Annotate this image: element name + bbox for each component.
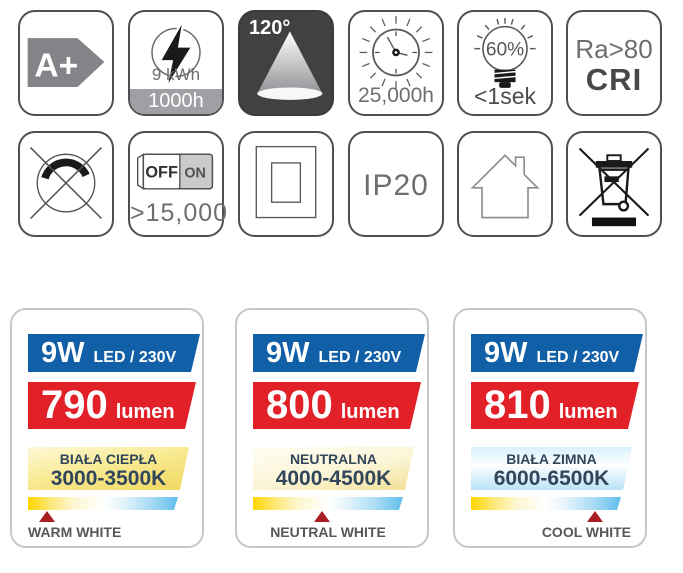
scale-label: NEUTRAL WHITE: [270, 524, 386, 540]
nested-squares-icon: [255, 145, 317, 219]
scale-label: WARM WHITE: [28, 524, 122, 540]
crossed-dimmer-icon: [29, 147, 103, 220]
cri-title-label: CRI: [585, 62, 643, 97]
consumption-footer: 1000h: [130, 89, 222, 114]
lumen-band: 810 lumen: [471, 382, 639, 429]
power-band: 9W LED / 230V: [28, 334, 200, 372]
tile-color-rendering: Ra>80 CRI: [566, 10, 662, 116]
temp-marker-icon: [314, 511, 330, 522]
lumen-band: 800 lumen: [253, 382, 421, 429]
switch-off-label: OFF: [145, 163, 178, 181]
crossed-wheelie-bin-icon: [578, 147, 650, 227]
temperature-name: BIAŁA ZIMNA: [506, 451, 597, 467]
energy-class-label: A+: [34, 47, 78, 84]
light-cone-icon: [257, 31, 323, 100]
tile-energy-class: A+: [18, 10, 114, 116]
temperature-range: 3000-3500K: [50, 467, 167, 490]
temperature-band: BIAŁA CIEPŁA 3000-3500K: [28, 447, 189, 490]
temperature-band: NEUTRALNA 4000-4500K: [253, 447, 414, 490]
lumen-value: 790: [41, 383, 108, 427]
off-on-switch-icon: OFF ON: [136, 153, 214, 191]
clock-icon: [359, 16, 433, 89]
lumen-unit: lumen: [558, 401, 618, 423]
temp-marker-icon: [587, 511, 603, 522]
lumen-value: 800: [266, 383, 333, 427]
tile-non-dimmable: [18, 131, 114, 237]
cri-value-label: Ra>80: [575, 34, 653, 64]
energy-arrow-icon: A+: [27, 38, 105, 87]
instant-start-percent: 60%: [486, 39, 524, 60]
temp-marker-icon: [39, 511, 55, 522]
lumen-value: 810: [484, 383, 551, 427]
power-value: 9W: [266, 337, 310, 369]
temperature-name: NEUTRALNA: [289, 451, 378, 467]
lifespan-label: 25,000h: [358, 84, 434, 107]
tile-switch-cycles: OFF ON >15,000: [128, 131, 229, 237]
tile-energy-consumption: 9 kWh 1000h: [128, 10, 224, 116]
power-band: 9W LED / 230V: [471, 334, 643, 372]
lumen-unit: lumen: [340, 401, 400, 423]
power-value: 9W: [41, 337, 85, 369]
consumption-value: 9 kWh: [151, 65, 201, 84]
temperature-scale-bar: [253, 497, 403, 510]
power-value: 9W: [484, 337, 528, 369]
tile-square-shape: [238, 131, 334, 237]
beam-angle-label: 120°: [249, 17, 291, 39]
power-band: 9W LED / 230V: [253, 334, 425, 372]
temperature-scale-bar: [28, 497, 178, 510]
temperature-range: 4000-4500K: [275, 467, 392, 490]
tile-lifespan: 25,000h: [348, 10, 444, 116]
tile-weee-disposal: [566, 131, 662, 237]
lumen-unit: lumen: [115, 401, 175, 423]
lightning-bolt-icon: [151, 23, 201, 85]
switch-on-label: ON: [184, 165, 206, 181]
spec-card-neutral-white: 9W LED / 230V 800 lumen NEUTRALNA 4000-4…: [235, 308, 429, 548]
tile-instant-start: 60% <1sek: [457, 10, 553, 116]
tile-ip-rating: IP20: [348, 131, 444, 237]
tile-beam-angle: 120°: [238, 10, 334, 116]
lumen-band: 790 lumen: [28, 382, 196, 429]
scale-label: COOL WHITE: [541, 524, 631, 540]
spec-card-cool-white: 9W LED / 230V 810 lumen BIAŁA ZIMNA 6000…: [453, 308, 647, 548]
temperature-band: BIAŁA ZIMNA 6000-6500K: [471, 447, 632, 490]
temperature-range: 6000-6500K: [493, 467, 610, 490]
voltage-value: LED / 230V: [93, 349, 177, 366]
temperature-name: BIAŁA CIEPŁA: [59, 451, 158, 467]
light-bulb-icon: 60%: [474, 17, 536, 88]
ip-rating-label: IP20: [363, 169, 429, 202]
temperature-scale-bar: [471, 497, 621, 510]
voltage-value: LED / 230V: [536, 349, 620, 366]
switch-cycles-label: >15,000: [130, 199, 229, 227]
tile-indoor-use: [457, 131, 553, 237]
spec-card-warm-white: 9W LED / 230V 790 lumen BIAŁA CIEPŁA 300…: [10, 308, 204, 548]
house-icon: [470, 154, 540, 219]
instant-start-label: <1sek: [473, 83, 536, 109]
voltage-value: LED / 230V: [318, 349, 402, 366]
